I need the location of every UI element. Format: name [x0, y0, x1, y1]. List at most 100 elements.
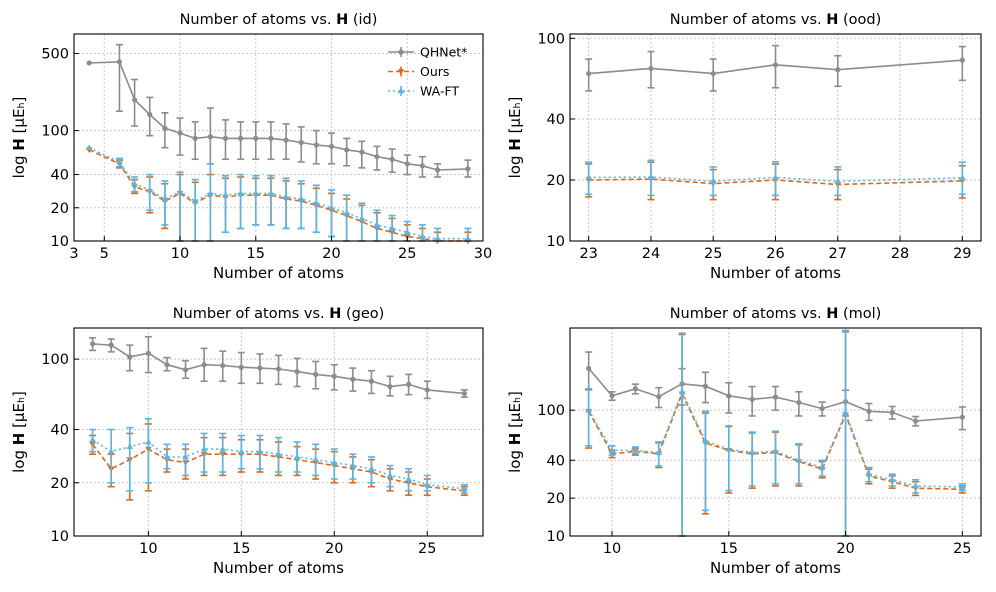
y-tick-label: 10 [51, 234, 69, 250]
data-point [835, 67, 841, 73]
data-point [267, 190, 275, 196]
panel-3: 10 15 20 25 10 20 40 100 Number of atoms vs. H (… [10, 306, 484, 577]
data-point [192, 135, 198, 141]
data-point [164, 362, 170, 368]
data-point [222, 191, 229, 198]
data-point [358, 215, 366, 221]
data-point [147, 111, 153, 118]
data-point [131, 97, 138, 103]
data-point [461, 390, 468, 397]
data-point [368, 378, 375, 384]
data-point [888, 476, 896, 483]
series-line [91, 443, 465, 492]
y-axis-label: log H [μEₕ] [10, 97, 28, 179]
data-point [609, 393, 615, 399]
data-point [331, 373, 337, 379]
data-point [434, 235, 441, 241]
y-tick-label: 100 [41, 124, 69, 140]
x-axis-label: Number of atoms [213, 559, 344, 577]
series-line [89, 60, 468, 171]
y-tick-label: 40 [51, 423, 69, 439]
data-point [725, 445, 733, 452]
data-point [386, 472, 394, 478]
chart-title: Number of atoms vs. H (ood) [670, 12, 882, 28]
data-point [656, 394, 662, 400]
y-tick-label: 10 [547, 529, 565, 545]
data-point [632, 446, 639, 453]
y-tick-label: 10 [51, 529, 69, 545]
series-qhnet [89, 335, 468, 400]
data-point [866, 408, 872, 414]
data-point [131, 180, 138, 187]
x-tick-label: 15 [232, 541, 250, 557]
data-point [772, 448, 779, 454]
x-axis-label: Number of atoms [710, 559, 841, 577]
data-point [710, 70, 716, 77]
data-point [252, 190, 260, 196]
data-point [275, 450, 282, 457]
y-tick-label: 100 [537, 31, 565, 47]
data-point [207, 134, 213, 140]
x-axis-label: Number of atoms [710, 264, 841, 282]
data-point [146, 186, 154, 193]
series-qhnet [86, 43, 472, 178]
series-ours [85, 147, 472, 245]
data-point [350, 376, 356, 382]
axes-frame [569, 327, 982, 537]
y-tick-label: 10 [547, 234, 565, 250]
y-tick-label: 100 [537, 403, 565, 419]
data-point [283, 137, 289, 143]
data-point [343, 209, 350, 216]
y-axis-label: log H [μEₕ] [506, 97, 524, 179]
data-point [388, 225, 396, 231]
x-tick-label: 25 [704, 246, 722, 262]
data-point [200, 445, 208, 452]
data-point [177, 130, 183, 136]
x-tick-label: 29 [953, 246, 971, 262]
data-point [709, 178, 717, 184]
x-tick-label: 10 [139, 541, 157, 557]
data-point [162, 125, 168, 131]
data-point [404, 161, 410, 167]
data-point [313, 142, 319, 148]
data-point [818, 464, 826, 470]
data-point [959, 483, 966, 490]
x-tick-label: 20 [325, 541, 343, 557]
data-point [702, 437, 709, 444]
chart-title: Number of atoms vs. H (mol) [670, 306, 882, 322]
y-tick-label: 20 [51, 201, 69, 217]
x-tick-label: 27 [829, 246, 847, 262]
legend-label: Ours [420, 64, 449, 79]
x-tick-label: 15 [720, 541, 738, 557]
data-point [726, 393, 732, 399]
data-point [647, 173, 655, 180]
series-waft [85, 144, 472, 242]
data-point [127, 354, 133, 360]
y-tick-label: 40 [51, 168, 69, 184]
data-point [586, 70, 592, 77]
data-point [282, 193, 290, 200]
data-point [913, 418, 919, 424]
y-tick-label: 100 [41, 352, 69, 368]
data-point [344, 147, 350, 153]
series-qhnet [585, 44, 966, 92]
y-tick-label: 20 [547, 491, 565, 507]
data-point [182, 453, 189, 460]
data-point [145, 350, 151, 356]
data-point [959, 57, 965, 63]
data-point [655, 449, 663, 455]
data-point [749, 396, 755, 402]
data-point [586, 365, 592, 371]
data-point [253, 135, 259, 141]
data-point [772, 394, 779, 400]
data-point [678, 388, 686, 395]
series-waft [89, 417, 468, 494]
data-point [464, 235, 472, 241]
data-point [795, 456, 803, 463]
series-line [588, 389, 963, 488]
data-point [368, 465, 375, 472]
data-point [163, 453, 171, 460]
data-point [585, 174, 592, 180]
x-tick-label: 30 [474, 246, 492, 262]
